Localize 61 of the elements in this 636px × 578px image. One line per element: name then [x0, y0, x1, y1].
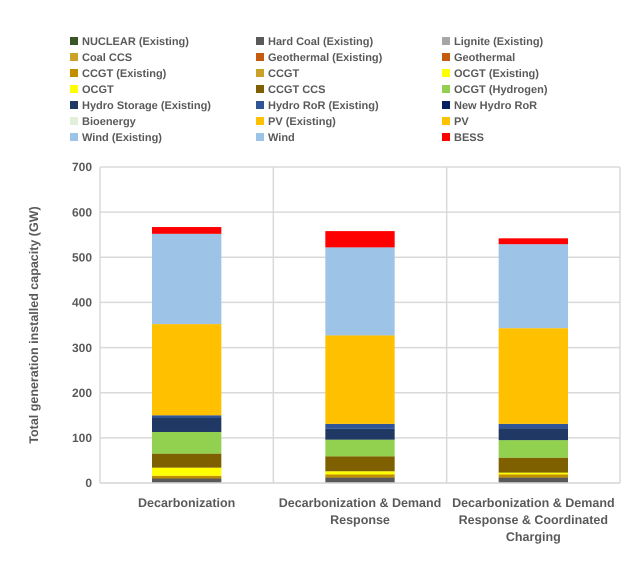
bar	[152, 432, 222, 454]
bar	[325, 428, 395, 440]
bar	[498, 424, 568, 428]
legend-label: Hydro Storage (Existing)	[82, 100, 212, 112]
bar	[498, 244, 568, 328]
y-tick-label: 0	[85, 476, 92, 490]
bar	[325, 335, 395, 424]
legend-label: BESS	[454, 132, 484, 144]
bar	[152, 468, 222, 476]
bar	[325, 456, 395, 472]
legend-label: OCGT (Hydrogen)	[454, 84, 548, 96]
bar	[325, 424, 395, 429]
y-tick-label: 700	[72, 160, 92, 174]
legend-label: CCGT (Existing)	[82, 68, 167, 80]
legend-label: Geothermal (Existing)	[268, 52, 383, 64]
legend-label: Wind	[268, 132, 295, 144]
legend-label: OCGT (Existing)	[454, 68, 540, 80]
x-tick-label: Decarbonization & Demand Response & Coordinated Charging	[452, 496, 615, 544]
legend-label: PV	[454, 116, 470, 128]
legend-label: Coal CCS	[82, 52, 132, 64]
x-tick-label: Decarbonization & Demand Response	[278, 496, 442, 527]
bar	[152, 234, 222, 324]
legend-label: CCGT	[268, 68, 300, 80]
legend-label: OCGT	[82, 84, 114, 96]
y-tick-label: 100	[72, 431, 92, 446]
legend-label: NUCLEAR (Existing)	[82, 36, 190, 48]
y-tick-label: 400	[72, 296, 92, 310]
legend-label: Geothermal	[454, 52, 516, 64]
legend-label: CCGT CCS	[268, 84, 326, 96]
bar	[498, 328, 568, 424]
y-tick-label: 600	[72, 205, 92, 220]
bar	[152, 227, 222, 234]
bar	[152, 454, 222, 468]
bar	[498, 428, 568, 440]
bar	[325, 474, 395, 478]
y-tick-label: 300	[72, 340, 92, 355]
bar	[152, 415, 222, 418]
legend-label: New Hydro RoR	[454, 100, 538, 112]
y-tick-label: 200	[72, 386, 92, 400]
legend-label: Lignite (Existing)	[454, 36, 544, 48]
legend-label: Bioenergy	[82, 116, 137, 128]
y-tick-label: 500	[72, 250, 92, 264]
bar	[498, 478, 568, 483]
bar	[152, 324, 222, 416]
bar	[498, 474, 568, 478]
legend-label: Wind (Existing)	[82, 132, 162, 144]
legend-label: Hard Coal (Existing)	[268, 36, 374, 48]
bar	[498, 238, 568, 244]
y-axis-title: Total generation installed capacity (GW)	[27, 206, 41, 444]
bar	[152, 476, 222, 478]
bar	[498, 440, 568, 458]
bar	[325, 440, 395, 456]
bar	[325, 471, 395, 474]
bar	[152, 418, 222, 432]
bar	[325, 478, 395, 483]
legend-label: Hydro RoR (Existing)	[268, 100, 379, 112]
bar	[325, 247, 395, 336]
legend-label: PV (Existing)	[268, 116, 336, 128]
bar	[325, 231, 395, 248]
x-tick-label: Decarbonization	[138, 496, 236, 510]
bar	[498, 458, 568, 473]
